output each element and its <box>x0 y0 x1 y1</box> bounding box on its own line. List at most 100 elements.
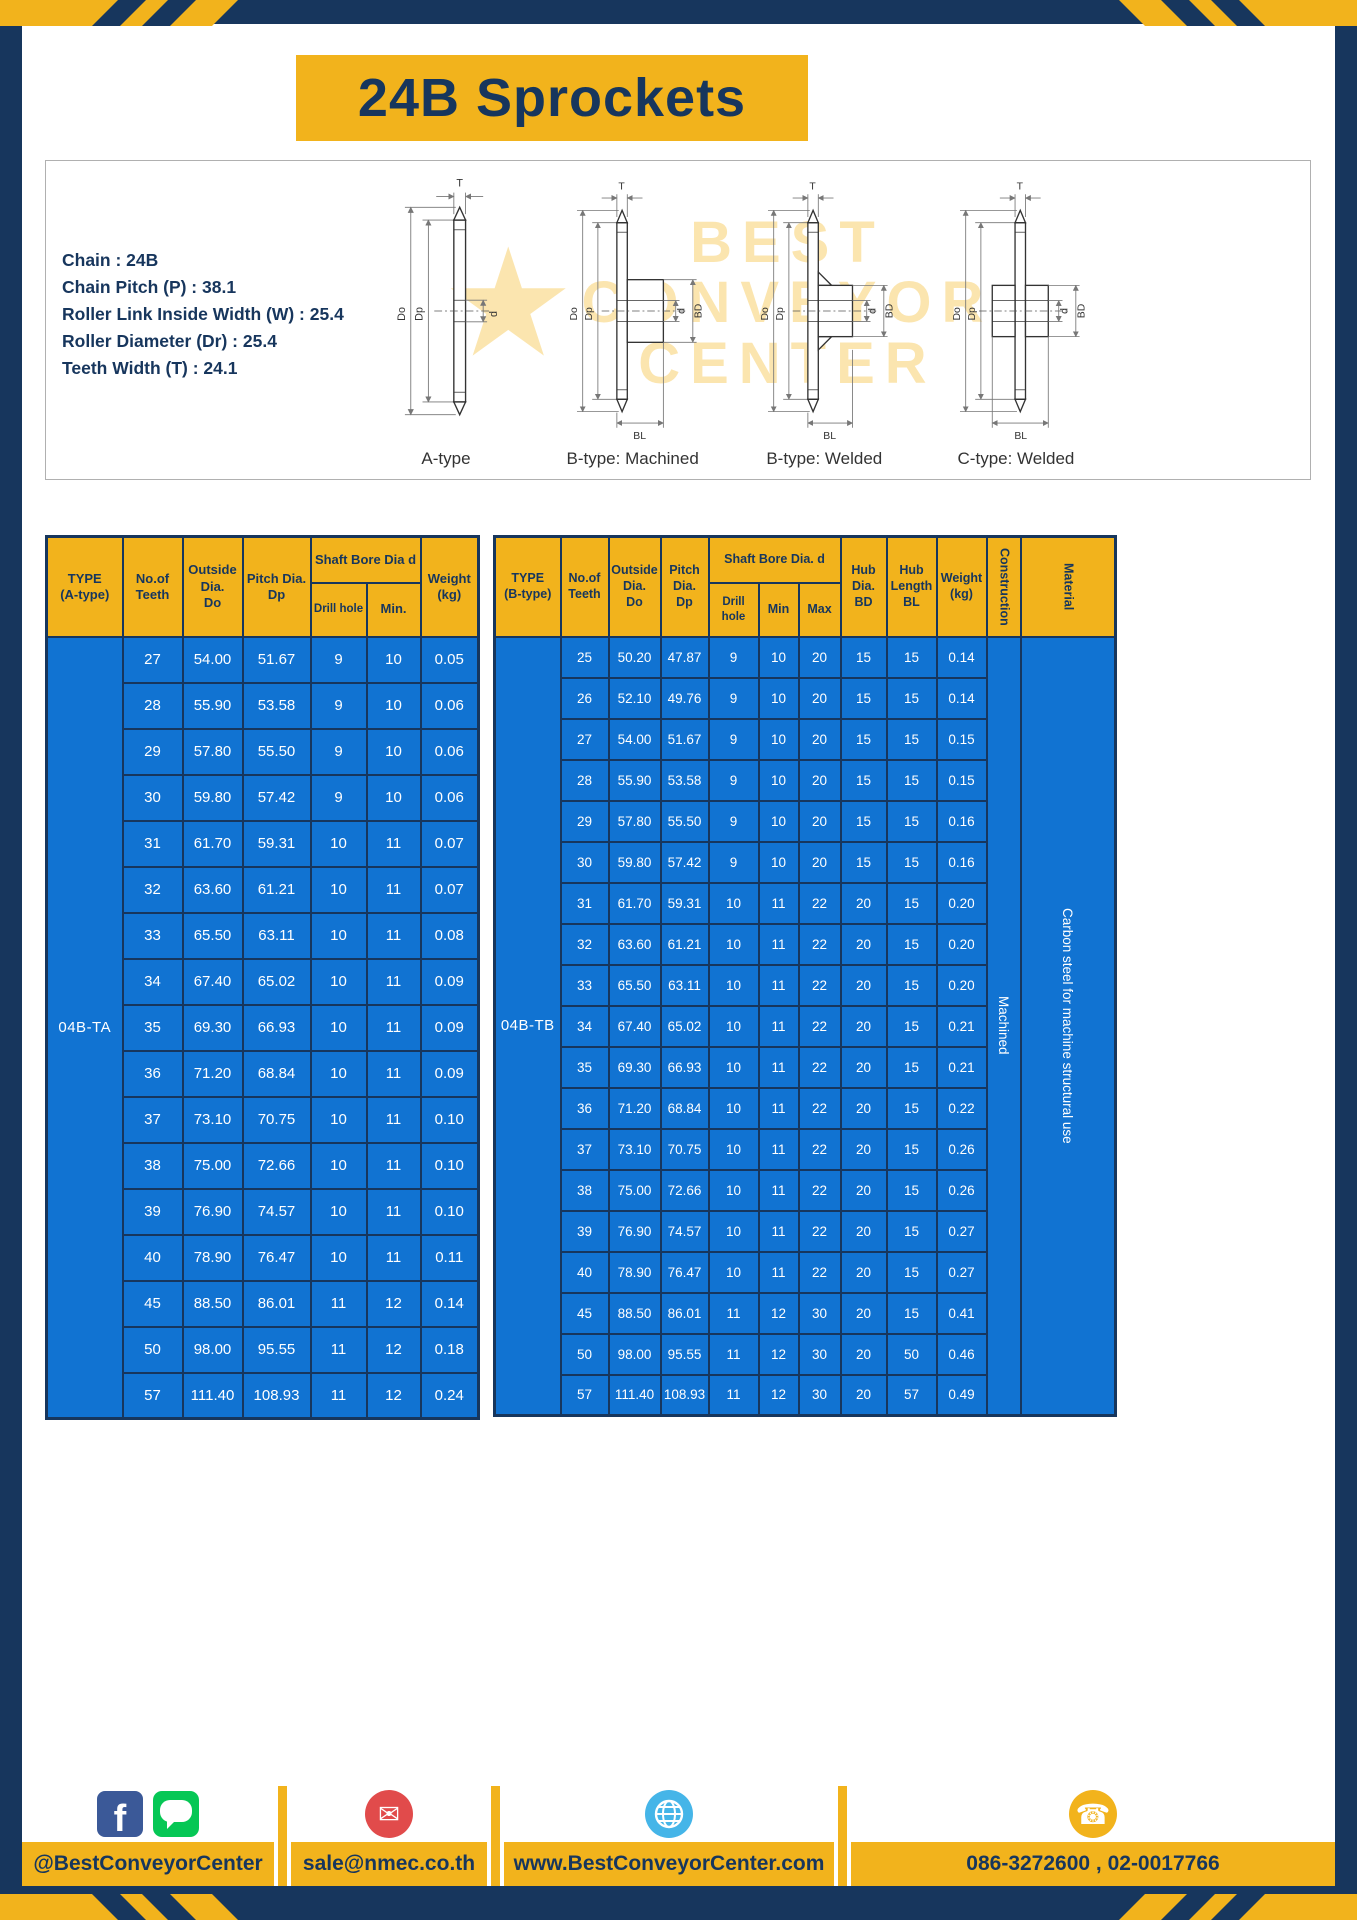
data-cell: 10 <box>757 758 800 802</box>
data-cell: 0.22 <box>935 1086 988 1130</box>
dim-label-bl: BL <box>824 431 837 442</box>
dim-label-bd: BD <box>1076 303 1087 318</box>
email-icon[interactable]: ✉ <box>365 1790 413 1838</box>
data-cell: 65.50 <box>181 911 244 960</box>
data-cell: 35 <box>559 1045 610 1089</box>
data-cell: 22 <box>797 922 842 966</box>
facebook-icon[interactable]: f <box>97 1791 143 1837</box>
data-cell: 10 <box>707 1250 760 1294</box>
data-cell: 76.47 <box>241 1233 312 1282</box>
phone-numbers-text[interactable]: 086-3272600 , 02-0017766 <box>966 1852 1220 1875</box>
data-cell: 57 <box>559 1373 610 1417</box>
data-cell: 0.14 <box>935 676 988 720</box>
data-cell: 11 <box>757 963 800 1007</box>
dim-label-do: Do <box>760 307 771 321</box>
data-cell: 0.14 <box>419 1279 480 1328</box>
data-cell: 78.90 <box>181 1233 244 1282</box>
data-cell: 53.58 <box>241 681 312 730</box>
data-cell: 0.20 <box>935 963 988 1007</box>
data-cell: 15 <box>839 799 888 843</box>
data-cell: 12 <box>365 1371 422 1420</box>
table-row: 34 67.40 65.02 10 11 22 20 15 0.21 <box>495 1004 1116 1048</box>
table-row: 45 88.50 86.01 11 12 30 20 15 0.41 <box>495 1291 1116 1335</box>
data-cell: 0.06 <box>419 681 480 730</box>
table-row: 36 71.20 68.84 10 11 22 20 15 0.22 <box>495 1086 1116 1130</box>
facebook-glyph: f <box>113 1798 127 1837</box>
data-cell: 39 <box>121 1187 184 1236</box>
social-handle-text[interactable]: @BestConveyorCenter <box>33 1852 263 1875</box>
data-cell: 72.66 <box>659 1168 710 1212</box>
data-cell: 22 <box>797 1127 842 1171</box>
sprocket-drawings: T Do Dp d <box>376 175 1091 475</box>
dim-label-bl: BL <box>633 431 646 442</box>
data-cell: 55.90 <box>607 758 662 802</box>
table-row: 36 71.20 68.84 10 11 0.09 <box>47 1049 480 1098</box>
data-cell: 37 <box>559 1127 610 1171</box>
data-cell: 50 <box>121 1325 184 1374</box>
data-cell: 11 <box>365 1233 422 1282</box>
data-cell: 15 <box>885 881 938 925</box>
data-cell: 20 <box>839 1168 888 1212</box>
data-cell: 10 <box>757 799 800 843</box>
col-hub-length: Hub Length BL <box>885 535 938 638</box>
data-cell: 50 <box>885 1332 938 1376</box>
dim-label-dp: Dp <box>584 307 595 321</box>
website-text[interactable]: www.BestConveyorCenter.com <box>513 1852 825 1875</box>
data-cell: 11 <box>309 1279 368 1328</box>
content-area: 24B Sprockets ★ BEST CONVEYOR CENTER Cha… <box>22 24 1335 1886</box>
data-cell: 11 <box>707 1373 760 1417</box>
col-min: Min <box>757 581 800 638</box>
phone-icon[interactable]: ☎ <box>1069 1790 1117 1838</box>
globe-icon[interactable] <box>645 1790 693 1838</box>
data-cell: 11 <box>707 1291 760 1335</box>
table-row: 29 57.80 55.50 9 10 20 15 15 0.16 <box>495 799 1116 843</box>
data-cell: 11 <box>365 1095 422 1144</box>
footer-section-email: ✉ sale@nmec.co.th <box>291 1786 487 1886</box>
data-cell: 20 <box>797 717 842 761</box>
line-icon[interactable] <box>153 1791 199 1837</box>
data-cell: 111.40 <box>181 1371 244 1420</box>
data-cell: 20 <box>797 635 842 679</box>
data-cell: 0.27 <box>935 1250 988 1294</box>
col-type: TYPE (B-type) <box>493 535 562 638</box>
dim-label-t: T <box>456 178 463 190</box>
dim-label-d: d <box>488 311 500 317</box>
data-cell: 0.27 <box>935 1209 988 1253</box>
data-cell: 45 <box>121 1279 184 1328</box>
email-text[interactable]: sale@nmec.co.th <box>302 1852 476 1875</box>
data-cell: 11 <box>757 1209 800 1253</box>
data-cell: 10 <box>707 1127 760 1171</box>
data-cell: 15 <box>885 676 938 720</box>
data-cell: 10 <box>757 676 800 720</box>
data-cell: 10 <box>707 1045 760 1089</box>
data-cell: 0.21 <box>935 1004 988 1048</box>
col-construction: Construction <box>985 535 1022 638</box>
data-cell: 55.50 <box>659 799 710 843</box>
data-cell: 95.55 <box>241 1325 312 1374</box>
footer-divider <box>278 1786 287 1886</box>
spec-line: Roller Link Inside Width (W) : 25.4 <box>62 304 344 324</box>
spec-line: Chain : 24B <box>62 250 159 270</box>
col-teeth: No.of Teeth <box>121 535 184 638</box>
table-row: 40 78.90 76.47 10 11 22 20 15 0.27 <box>495 1250 1116 1294</box>
data-cell: 0.16 <box>935 799 988 843</box>
data-cell: 0.21 <box>935 1045 988 1089</box>
table-row: 32 63.60 61.21 10 11 22 20 15 0.20 <box>495 922 1116 966</box>
material-cell: Carbon steel for machine structural use <box>1019 635 1116 1417</box>
data-cell: 76.90 <box>607 1209 662 1253</box>
data-cell: 57 <box>885 1373 938 1417</box>
data-cell: 0.20 <box>935 881 988 925</box>
table-row: 29 57.80 55.50 9 10 0.06 <box>47 727 480 776</box>
col-outside-dia: Outside Dia. Do <box>181 535 244 638</box>
footer-section-website: www.BestConveyorCenter.com <box>504 1786 834 1886</box>
table-row: 04B-TA 27 54.00 51.67 9 10 0.05 <box>45 635 480 1420</box>
data-cell: 32 <box>559 922 610 966</box>
dim-label-do: Do <box>396 307 408 321</box>
data-cell: 20 <box>839 1250 888 1294</box>
data-cell: 108.93 <box>241 1371 312 1420</box>
data-cell: 26 <box>559 676 610 720</box>
data-cell: 0.05 <box>419 635 480 684</box>
b-type-welded-drawing: T Do Dp <box>749 175 899 475</box>
data-cell: 10 <box>365 635 422 684</box>
